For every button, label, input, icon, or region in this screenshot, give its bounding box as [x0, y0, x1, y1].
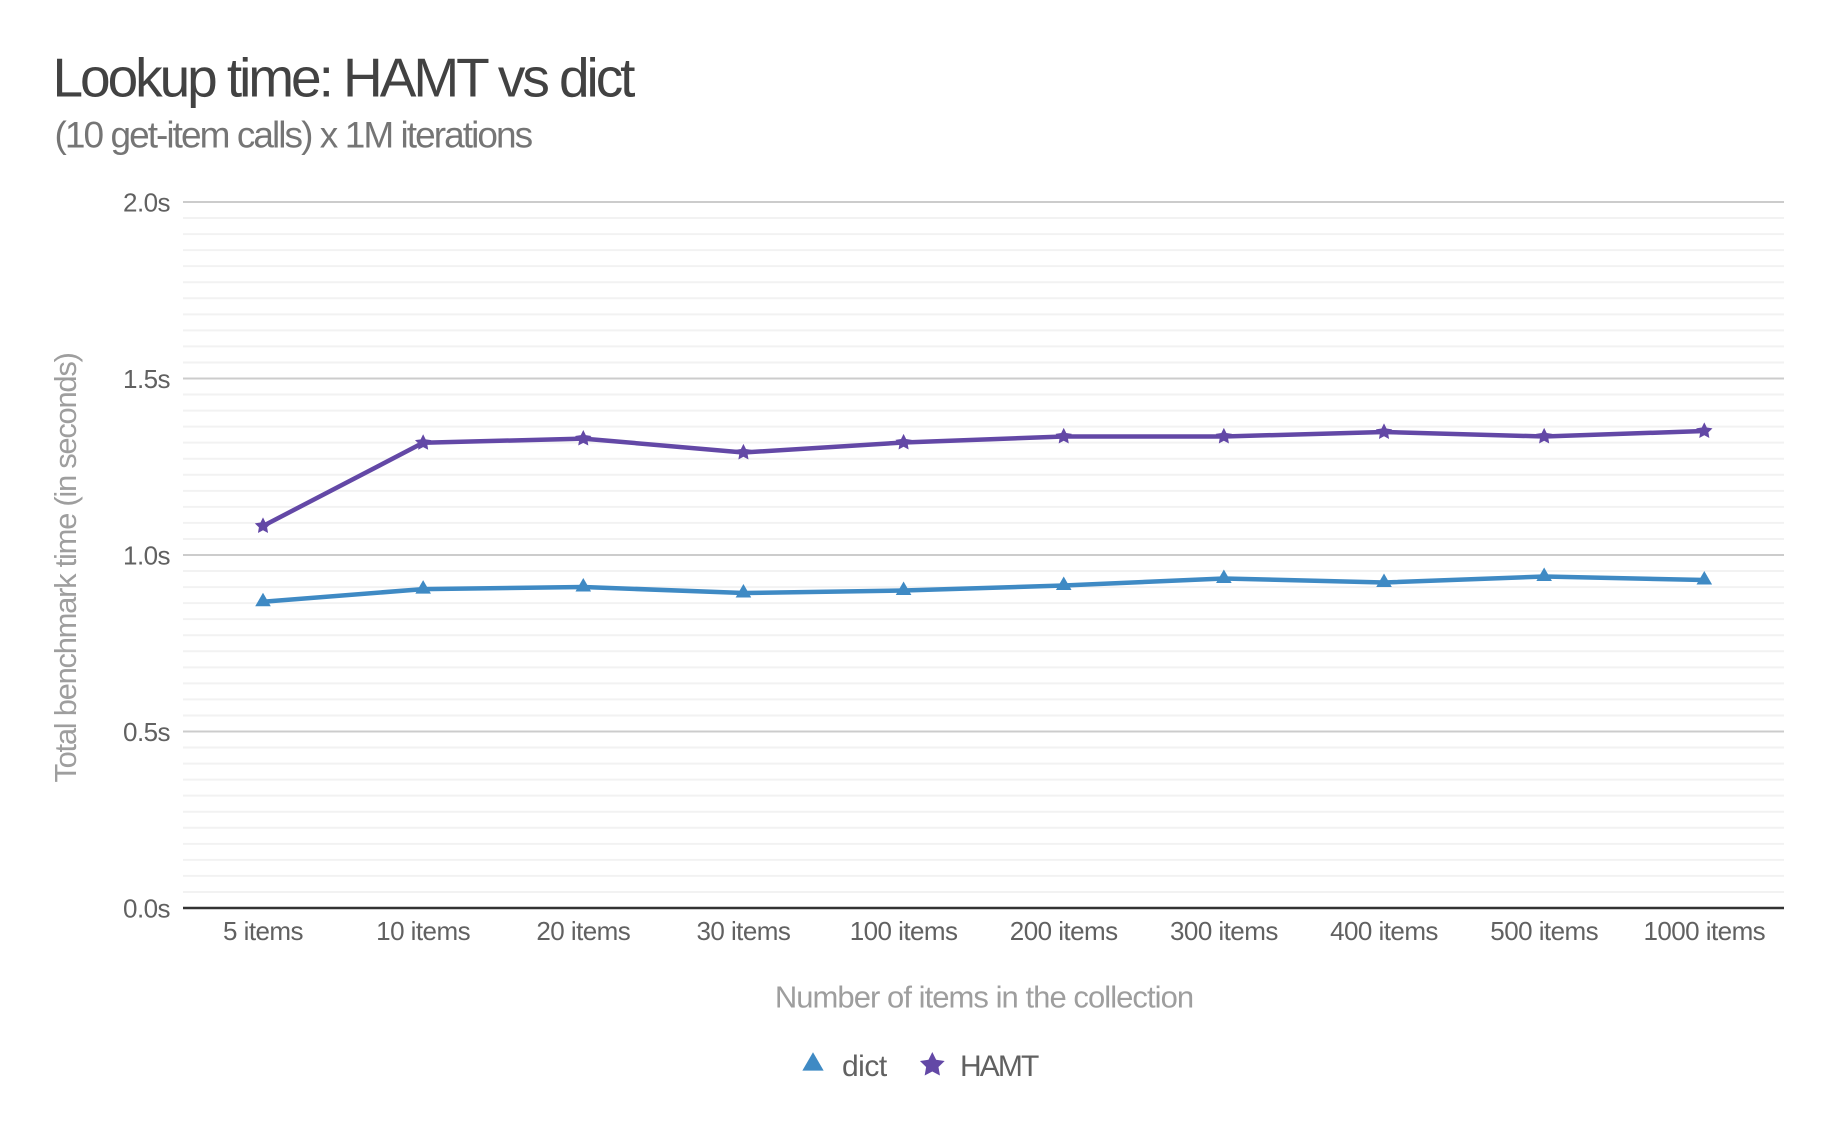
svg-text:1.0s: 1.0s [123, 540, 170, 570]
svg-text:500 items: 500 items [1490, 916, 1598, 946]
svg-text:Total benchmark time (in secon: Total benchmark time (in seconds) [48, 353, 83, 782]
svg-text:400 items: 400 items [1330, 916, 1438, 946]
svg-text:1.5s: 1.5s [123, 364, 170, 394]
svg-text:300 items: 300 items [1170, 916, 1278, 946]
svg-text:5 items: 5 items [223, 916, 304, 946]
svg-text:1000 items: 1000 items [1643, 916, 1765, 946]
svg-text:0.5s: 0.5s [123, 717, 170, 747]
svg-text:200 items: 200 items [1010, 916, 1118, 946]
svg-text:(10 get-item calls) x 1M itera: (10 get-item calls) x 1M iterations [55, 115, 533, 156]
svg-text:100 items: 100 items [850, 916, 958, 946]
svg-text:HAMT: HAMT [960, 1050, 1039, 1083]
svg-text:dict: dict [842, 1050, 888, 1083]
svg-text:2.0s: 2.0s [123, 187, 170, 217]
svg-text:20 items: 20 items [536, 916, 630, 946]
svg-text:0.0s: 0.0s [123, 893, 170, 923]
svg-text:10 items: 10 items [376, 916, 470, 946]
svg-text:30 items: 30 items [696, 916, 790, 946]
svg-text:Lookup time: HAMT vs dict: Lookup time: HAMT vs dict [53, 47, 636, 109]
svg-text:Number of items in the collect: Number of items in the collection [775, 980, 1193, 1015]
